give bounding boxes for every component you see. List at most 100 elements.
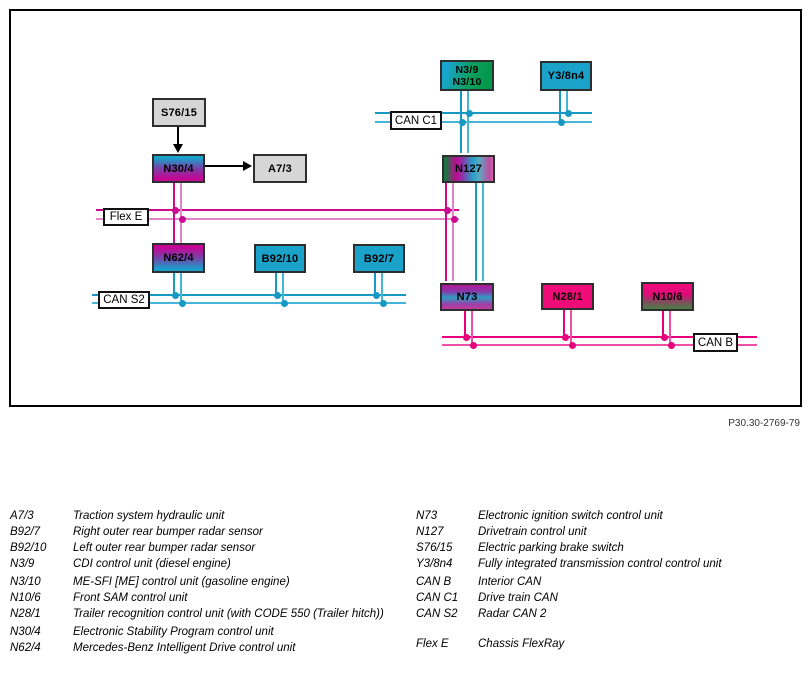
- unit-label: S76/15: [160, 106, 198, 119]
- bus-flex-e-line-1: [96, 209, 459, 211]
- legend-desc: Chassis FlexRay: [478, 638, 565, 650]
- legend-desc: Traction system hydraulic unit: [73, 510, 225, 522]
- unit-box-n10-6: N10/6: [641, 282, 694, 311]
- node-dot: [171, 291, 179, 299]
- link-n127-to-n73-cyan-line-1: [475, 181, 477, 281]
- legend-desc: Trailer recognition control unit (with C…: [73, 608, 384, 620]
- legend-desc: Mercedes-Benz Intelligent Drive control …: [73, 642, 296, 654]
- legend-desc: Left outer rear bumper radar sensor: [73, 542, 256, 554]
- bus-can-b-line-2: [442, 344, 757, 346]
- link-n127-to-n73-cyan-line-2: [482, 181, 484, 281]
- legend-row: S76/15 Electric parking brake switch: [416, 540, 806, 556]
- arrow-n30-to-a7-shaft: [205, 165, 244, 167]
- bus-label-can-b: CAN B: [693, 333, 738, 352]
- legend-desc: Electronic Stability Program control uni…: [73, 626, 274, 638]
- link-n73-to-can-b-line-1: [464, 309, 466, 338]
- legend-term: N3/9: [10, 558, 35, 570]
- legend-row: N73 Electronic ignition switch control u…: [416, 508, 806, 524]
- node-dot: [469, 341, 477, 349]
- legend-term: Y3/8n4: [416, 558, 453, 570]
- unit-box-a7-3: A7/3: [253, 154, 307, 183]
- legend-term: N127: [416, 526, 444, 538]
- legend-desc: Electric parking brake switch: [478, 542, 624, 554]
- unit-box-n30-4: N30/4: [152, 154, 205, 183]
- node-dot: [178, 215, 186, 223]
- link-n10-to-can-b-line-1: [662, 309, 664, 338]
- node-dot: [450, 215, 458, 223]
- unit-box-n62-4: N62/4: [152, 243, 205, 273]
- unit-box-n3-9-n3-10: N3/9 N3/10: [440, 60, 494, 91]
- link-n73-to-can-b-line-2: [471, 309, 473, 346]
- legend-row: Flex E Chassis FlexRay: [416, 636, 806, 652]
- legend-desc: Drivetrain control unit: [478, 526, 587, 538]
- legend-row: N28/1 Trailer recognition control unit (…: [10, 606, 408, 622]
- legend-desc: Radar CAN 2: [478, 608, 547, 620]
- arrow-s76-to-n30-shaft: [177, 125, 179, 145]
- link-n62-to-can-s2-line-2: [180, 273, 182, 304]
- node-dot: [568, 341, 576, 349]
- legend-row: B92/10 Left outer rear bumper radar sens…: [10, 540, 408, 556]
- unit-label: N62/4: [163, 252, 194, 264]
- unit-label: B92/7: [363, 252, 395, 265]
- legend-term: N10/6: [10, 592, 41, 604]
- unit-label: N73: [456, 291, 478, 303]
- link-y3-to-can-c1-line-2: [566, 89, 568, 114]
- legend-term: CAN B: [416, 576, 452, 588]
- bus-can-s2-line-2: [92, 302, 406, 304]
- bus-label-text: CAN S2: [103, 294, 145, 306]
- node-dot: [667, 341, 675, 349]
- unit-label: N3/9: [455, 63, 479, 76]
- legend-desc: Drive train CAN: [478, 592, 558, 604]
- legend-term: S76/15: [416, 542, 453, 554]
- legend-term: CAN S2: [416, 608, 458, 620]
- bus-can-b-line-1: [442, 336, 757, 338]
- legend-term: N73: [416, 510, 438, 522]
- arrow-s76-to-n30-head-icon: [173, 144, 183, 153]
- node-dot: [462, 333, 470, 341]
- legend-row: N3/10 ME-SFI [ME] control unit (gasoline…: [10, 574, 408, 590]
- node-dot: [178, 299, 186, 307]
- unit-label: N3/10: [452, 75, 482, 88]
- arrow-n30-to-a7-head-icon: [243, 161, 252, 171]
- bus-label-text: CAN C1: [394, 114, 438, 127]
- legend-term: Flex E: [416, 638, 449, 650]
- unit-label: N10/6: [652, 290, 683, 303]
- legend-term: CAN C1: [416, 592, 459, 604]
- node-dot: [443, 206, 451, 214]
- unit-label: A7/3: [267, 162, 293, 175]
- legend-row: N10/6 Front SAM control unit: [10, 590, 408, 606]
- unit-box-n127: N127: [442, 155, 495, 183]
- legend-term: B92/7: [10, 526, 41, 538]
- unit-label: Y3/8n4: [547, 70, 585, 82]
- link-b92-10-to-can-s2-line-1: [275, 273, 277, 296]
- node-dot: [372, 291, 380, 299]
- legend-desc: ME-SFI [ME] control unit (gasoline engin…: [73, 576, 290, 588]
- legend-term: B92/10: [10, 542, 47, 554]
- bus-can-c1-line-2: [375, 121, 592, 123]
- bus-can-s2-line-1: [92, 294, 406, 296]
- node-dot: [465, 109, 473, 117]
- legend-row: CAN C1 Drive train CAN: [416, 590, 806, 606]
- legend-row: N3/9 CDI control unit (diesel engine): [10, 556, 408, 572]
- unit-box-b92-10: B92/10: [254, 244, 306, 273]
- bus-label-text: Flex E: [109, 211, 143, 223]
- diagram-frame: S76/15 N30/4 A7/3 N62/4 B92/10 B92/7 N3/…: [9, 9, 802, 407]
- legend-term: N30/4: [10, 626, 41, 638]
- legend-term: N3/10: [10, 576, 41, 588]
- legend-row: CAN S2 Radar CAN 2: [416, 606, 806, 622]
- legend-term: N62/4: [10, 642, 41, 654]
- legend-left-column: A7/3 Traction system hydraulic unit B92/…: [10, 508, 408, 656]
- legend-row: CAN B Interior CAN: [416, 574, 806, 590]
- legend-term: N28/1: [10, 608, 41, 620]
- link-n28-to-can-b-line-1: [563, 308, 565, 338]
- unit-box-n73: N73: [440, 283, 494, 311]
- legend-row: Y3/8n4 Fully integrated transmission con…: [416, 556, 806, 572]
- legend-row: A7/3 Traction system hydraulic unit: [10, 508, 408, 524]
- legend-row: B92/7 Right outer rear bumper radar sens…: [10, 524, 408, 540]
- unit-box-n28-1: N28/1: [541, 283, 594, 310]
- legend-desc: CDI control unit (diesel engine): [73, 558, 231, 570]
- link-b92-7-to-can-s2-line-1: [374, 273, 376, 296]
- node-dot: [379, 299, 387, 307]
- bus-label-can-s2: CAN S2: [98, 291, 150, 309]
- link-n62-to-can-s2-line-1: [173, 273, 175, 296]
